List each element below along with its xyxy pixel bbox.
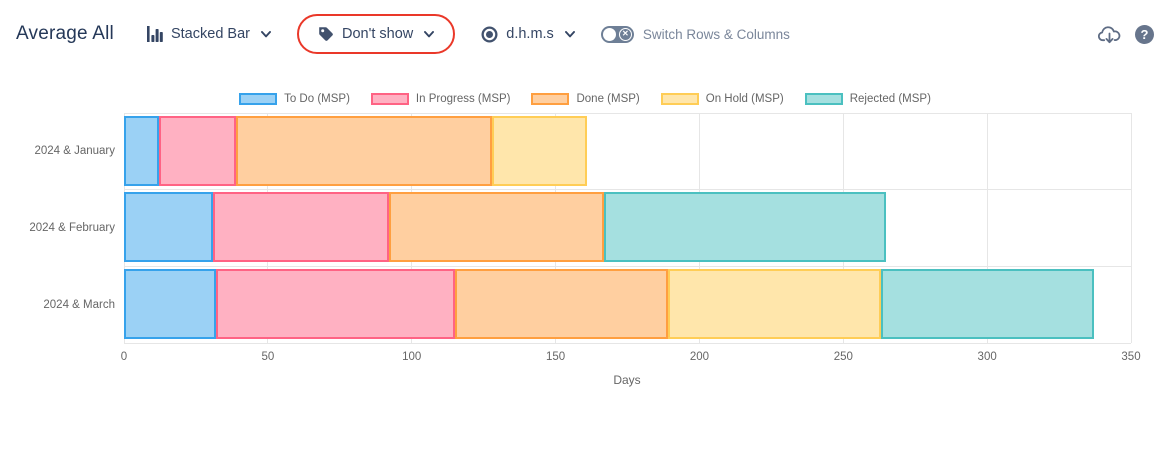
legend-label: In Progress (MSP) (415, 93, 511, 105)
legend-item-on-hold-msp[interactable]: On Hold (MSP) (660, 93, 784, 105)
x-tick-label-0: 0 (120, 351, 128, 363)
chart-legend: To Do (MSP) In Progress (MSP) Done (MSP) On… (0, 91, 1170, 107)
time-format-dropdown[interactable]: d.h.m.s (481, 26, 575, 43)
gridline-x-300 (986, 113, 988, 343)
estimation-show-label: Don't show (341, 26, 414, 42)
x-tick-label-100: 100 (402, 351, 422, 363)
switch-rows-columns-group: ✕ Switch Rows & Columns (600, 25, 790, 43)
time-format-label: d.h.m.s (506, 26, 554, 42)
bar-segment-in-progress-msp (216, 268, 455, 339)
header-actions: ? (1098, 24, 1154, 45)
record-icon (481, 26, 498, 42)
x-tick-label-200: 200 (689, 351, 710, 363)
bar-segment-to-do-msp (124, 192, 214, 263)
bar-segment-done-msp (388, 192, 605, 263)
legend-label: Rejected (MSP) (849, 93, 931, 105)
bar-segment-to-do-msp (124, 268, 217, 339)
x-tick-label-300: 300 (977, 351, 997, 363)
legend-item-in-progress-msp[interactable]: In Progress (MSP) (370, 93, 511, 105)
bar-segment-to-do-msp (124, 115, 159, 186)
legend-label: Done (MSP) (576, 93, 640, 105)
toolbar: Average All Stacked Bar Don't show (0, 0, 1170, 68)
y-category-label: 2024 & March (43, 298, 115, 311)
help-icon[interactable]: ? (1135, 24, 1154, 44)
gridline-y-2 (124, 265, 1131, 267)
chevron-down-icon (424, 30, 435, 37)
legend-swatch (239, 93, 278, 105)
bar-segment-done-msp (454, 268, 668, 339)
bar-segment-in-progress-msp (213, 192, 389, 263)
plot-area (123, 112, 1132, 344)
bar-segment-rejected-msp (880, 268, 1094, 339)
chart-type-label: Stacked Bar (170, 26, 250, 42)
cloud-download-icon[interactable] (1098, 24, 1122, 45)
y-category-label: 2024 & February (29, 222, 115, 234)
gridline-x-350 (1130, 113, 1132, 343)
bar-segment-rejected-msp (604, 192, 887, 263)
gridline-y-1 (124, 189, 1131, 191)
tag-icon (319, 27, 333, 41)
x-tick-label-50: 50 (261, 351, 275, 363)
chevron-down-icon (564, 30, 575, 37)
x-tick-label-250: 250 (833, 351, 853, 363)
toggle-knob (602, 27, 616, 41)
x-axis-title: Days (613, 373, 641, 387)
legend-item-rejected-msp[interactable]: Rejected (MSP) (804, 93, 931, 105)
chart-area: Days 0 50 100 150 200 250 300 350 2024 & January… (0, 112, 1170, 403)
legend-swatch (531, 93, 570, 105)
bar-segment-on-hold-msp (492, 115, 588, 186)
chevron-down-icon (261, 30, 271, 37)
estimation-show-dropdown[interactable]: Don't show (318, 26, 435, 42)
switch-rows-columns-toggle[interactable]: ✕ (600, 25, 634, 43)
page-title: Average All (16, 23, 114, 44)
x-tick-label-350: 350 (1121, 351, 1141, 363)
legend-swatch (660, 93, 699, 105)
gridline-y-0 (124, 112, 1131, 114)
legend-label: On Hold (MSP) (705, 93, 784, 105)
legend-item-to-do-msp[interactable]: To Do (MSP) (239, 93, 350, 105)
legend-swatch (370, 93, 409, 105)
gridline-y-3 (124, 342, 1131, 344)
chart-type-dropdown[interactable]: Stacked Bar (146, 26, 271, 42)
bar-segment-done-msp (236, 115, 493, 186)
switch-rows-columns-label: Switch Rows & Columns (642, 26, 790, 42)
legend-label: To Do (MSP) (284, 93, 350, 105)
toggle-x-icon: ✕ (618, 27, 632, 41)
x-tick-label-150: 150 (545, 351, 566, 363)
bar-segment-in-progress-msp (158, 115, 237, 186)
y-category-label: 2024 & January (34, 145, 115, 158)
red-circle-annotation: Don't show (296, 14, 456, 54)
legend-item-done-msp[interactable]: Done (MSP) (531, 93, 640, 105)
legend-swatch (804, 93, 843, 105)
bar-segment-on-hold-msp (667, 268, 881, 339)
bar-chart-icon (146, 26, 163, 42)
